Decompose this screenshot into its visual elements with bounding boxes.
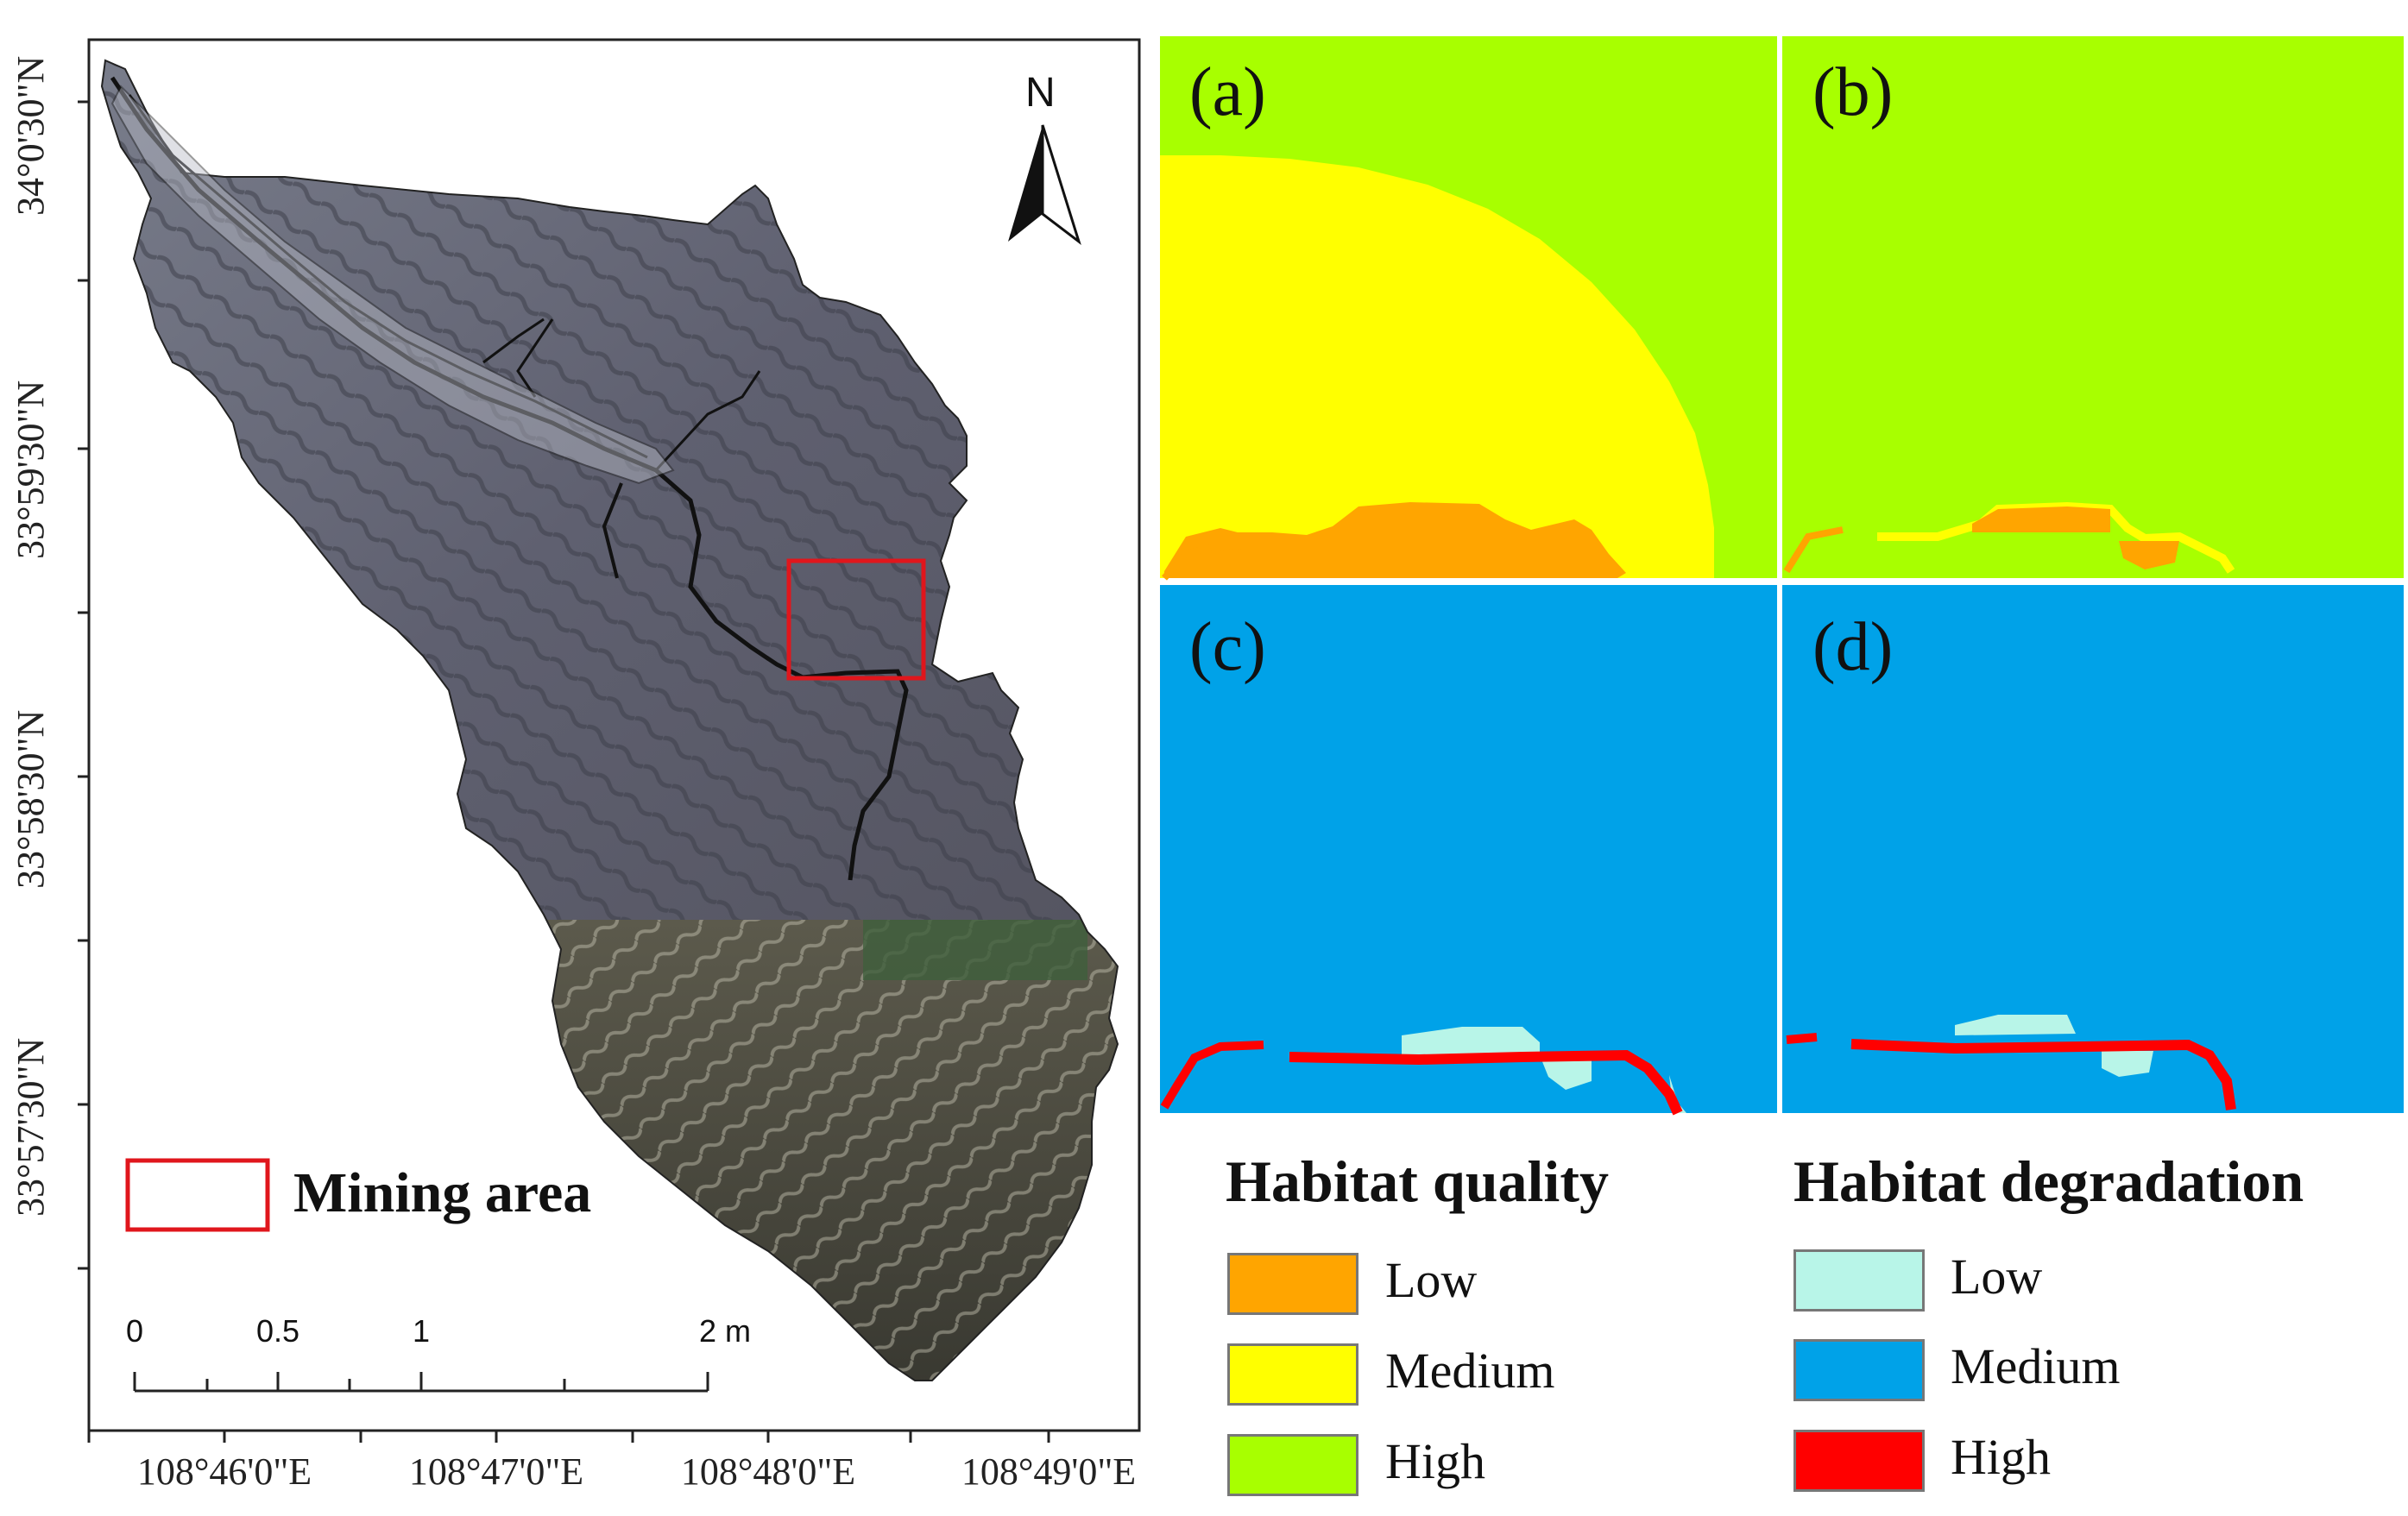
- scale-bar: [133, 1372, 709, 1393]
- degradation-high-label: High: [1951, 1429, 2051, 1485]
- lon-label-2: 108°47'0"E: [408, 1450, 584, 1493]
- degradation-low-swatch: [1793, 1249, 1925, 1312]
- panel-b-map: [1782, 36, 2404, 578]
- north-label: N: [1025, 70, 1056, 116]
- lat-label-2: 33°59'30"N: [9, 380, 52, 559]
- panel-d-map: [1782, 585, 2404, 1113]
- degradation-medium-swatch: [1793, 1339, 1925, 1401]
- panel-a-map: [1160, 36, 1777, 581]
- quality-legend-title: Habitat quality: [1226, 1148, 1609, 1214]
- location-map: 34°0'30"N 33°59'30"N 33°58'30"N 33°57'30…: [0, 0, 1157, 1516]
- quality-medium-label: Medium: [1385, 1343, 1555, 1399]
- degradation-medium-label: Medium: [1951, 1338, 2121, 1394]
- degradation-low-label: Low: [1951, 1249, 2043, 1305]
- mining-area-box: [786, 558, 926, 681]
- quality-high-label: High: [1385, 1433, 1485, 1489]
- quality-medium-swatch: [1227, 1343, 1358, 1406]
- habitat-panels: [1160, 36, 2404, 1116]
- quality-low-swatch: [1227, 1253, 1358, 1315]
- scale-label-0: 0: [125, 1313, 144, 1349]
- mining-area-legend-swatch: [125, 1158, 270, 1232]
- degradation-legend-title: Habitat degradation: [1793, 1148, 2304, 1214]
- lat-ticks: [78, 100, 89, 1270]
- lon-label-4: 108°49'0"E: [961, 1450, 1137, 1493]
- lon-label-1: 108°46'0"E: [136, 1450, 312, 1493]
- lat-label-3: 33°58'30"N: [9, 709, 52, 889]
- quality-low-label: Low: [1385, 1252, 1478, 1308]
- scale-label-3: 2 m: [698, 1313, 752, 1349]
- lon-ticks: [87, 1431, 1050, 1443]
- map-frame: [78, 38, 1141, 1443]
- lat-label-1: 34°0'30"N: [9, 55, 52, 216]
- scale-label-2: 1: [412, 1313, 431, 1349]
- degradation-high-swatch: [1793, 1430, 1925, 1492]
- river-network: [110, 76, 909, 881]
- scale-label-1: 0.5: [255, 1313, 300, 1349]
- lon-label-3: 108°48'0"E: [680, 1450, 856, 1493]
- panel-label-a: (a): [1189, 54, 1266, 130]
- north-arrow-icon: [1008, 124, 1081, 246]
- quality-high-swatch: [1227, 1434, 1358, 1496]
- lat-label-4: 33°57'30"N: [9, 1037, 52, 1217]
- panel-label-b: (b): [1812, 54, 1894, 130]
- mining-area-legend-label: Mining area: [293, 1161, 592, 1224]
- panel-label-d: (d): [1812, 609, 1894, 685]
- panel-c-map: [1160, 585, 1777, 1116]
- panel-label-c: (c): [1189, 609, 1266, 685]
